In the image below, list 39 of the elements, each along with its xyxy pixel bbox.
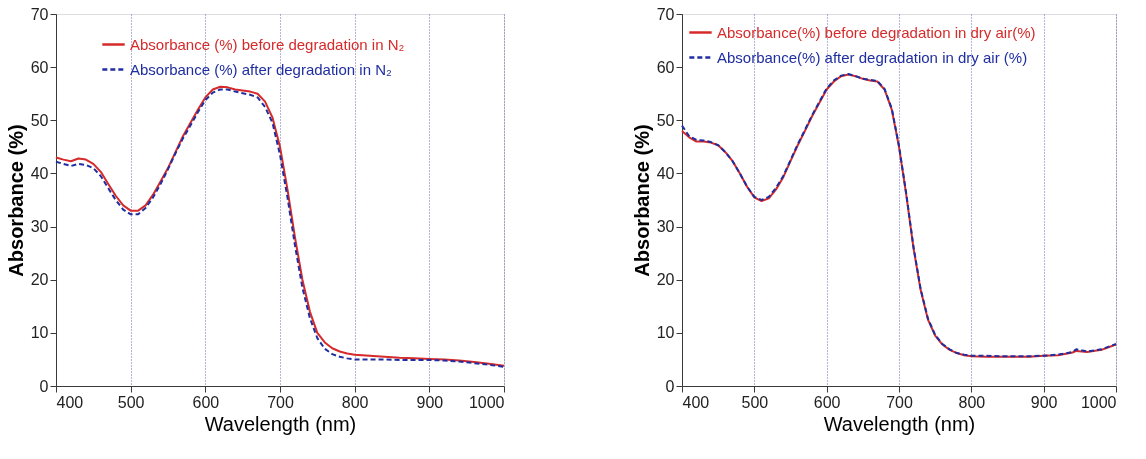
y-tick-label: 30 xyxy=(30,218,49,236)
x-tick-label: 800 xyxy=(341,393,369,411)
y-tick-label: 70 xyxy=(30,5,49,23)
line-series xyxy=(681,73,1117,358)
legend-label: Absorbance(%) before degradation in dry air(%) xyxy=(717,23,1036,41)
x-tick-label: 600 xyxy=(813,393,841,411)
x-tick-label: 800 xyxy=(958,393,986,411)
y-tick-label: 20 xyxy=(30,271,49,289)
y-tick-label: 30 xyxy=(656,218,675,236)
y-tick-label: 10 xyxy=(30,324,49,342)
y-tick-label: 20 xyxy=(656,271,675,289)
x-tick-label: 600 xyxy=(192,393,220,411)
x-tick-label: 700 xyxy=(267,393,294,411)
y-tick-label: 50 xyxy=(656,111,675,129)
y-tick-label: 50 xyxy=(30,111,49,129)
x-tick-label: 1000 xyxy=(1080,393,1117,411)
y-tick-label: 70 xyxy=(656,5,675,23)
y-tick-label: 0 xyxy=(665,377,675,395)
x-tick-label: 500 xyxy=(117,393,145,411)
x-tick-label: 500 xyxy=(741,393,769,411)
x-tick-label: 400 xyxy=(56,393,84,411)
y-tick-label: 40 xyxy=(656,164,675,182)
x-axis-title: Wavelength (nm) xyxy=(823,412,976,435)
y-axis-title: Absorbance (%) xyxy=(4,124,27,277)
legend-label: Absorbance (%) after degradation in N₂ xyxy=(130,60,392,78)
y-tick-label: 60 xyxy=(656,58,675,76)
legend-label: Absorbance (%) before degradation in N₂ xyxy=(130,35,405,53)
x-tick-label: 400 xyxy=(682,393,710,411)
y-tick-label: 40 xyxy=(30,164,49,182)
y-tick-label: 0 xyxy=(39,377,49,395)
legend-label: Absorbance(%) after degradation in dry air (%) xyxy=(717,48,1028,66)
x-tick-label: 1000 xyxy=(468,393,505,411)
x-tick-label: 900 xyxy=(416,393,444,411)
x-tick-label: 700 xyxy=(886,393,913,411)
y-tick-label: 10 xyxy=(656,324,675,342)
y-tick-label: 60 xyxy=(30,58,49,76)
x-axis-title: Wavelength (nm) xyxy=(204,412,357,435)
y-axis-title: Absorbance (%) xyxy=(630,124,653,277)
x-tick-label: 900 xyxy=(1030,393,1058,411)
